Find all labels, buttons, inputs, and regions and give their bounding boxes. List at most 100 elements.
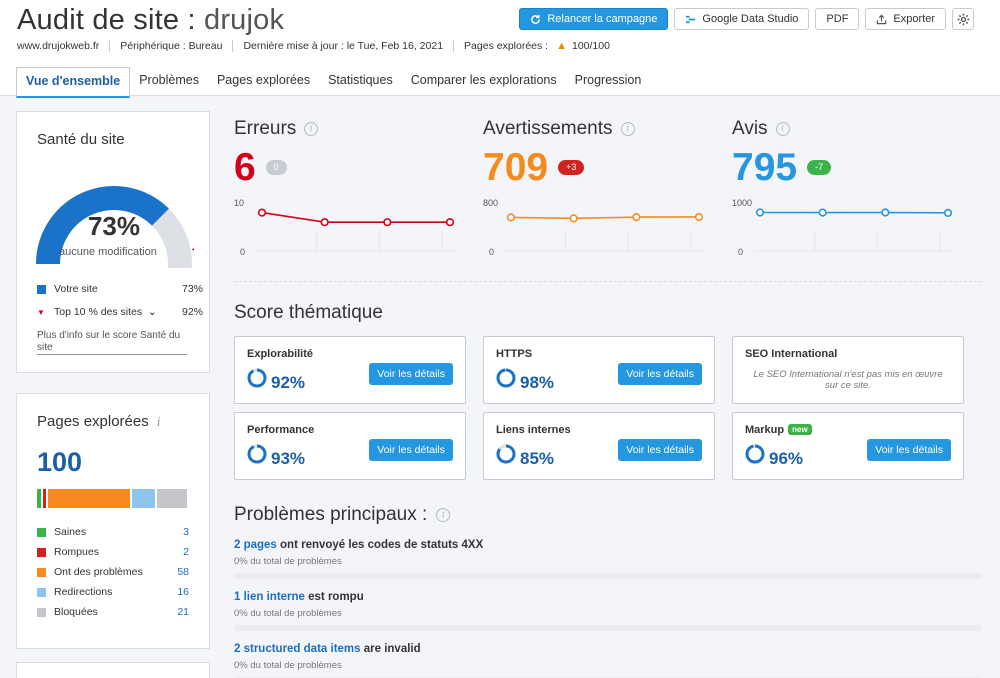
relaunch-label: Relancer la campagne — [547, 13, 658, 25]
card-title: HTTPS — [496, 348, 532, 360]
card-title: Liens internes — [496, 424, 571, 436]
metric-label: Erreurs i — [234, 118, 454, 140]
legend-label: Rompues — [54, 546, 99, 558]
export-button[interactable]: Exporter — [865, 8, 946, 30]
legend-swatch — [37, 587, 46, 597]
card-score: 93% — [271, 449, 306, 468]
trend-point[interactable] — [506, 213, 516, 222]
health-more-info-link[interactable]: Plus d'info sur le score Santé du site — [37, 330, 187, 355]
tab-compare-crawls[interactable]: Comparer les explorations — [410, 73, 557, 87]
refresh-icon — [531, 14, 541, 24]
chevron-down-icon[interactable]: ⌄ — [148, 306, 157, 318]
tab-issues[interactable]: Problèmes — [139, 73, 199, 87]
legend-count-link[interactable]: 3 — [183, 526, 189, 538]
crawled-total: 100 — [37, 447, 83, 477]
metric-change-badge: +3 — [558, 160, 585, 175]
view-details-button[interactable]: Voir les détails — [867, 439, 951, 461]
trend-point[interactable] — [755, 208, 765, 217]
metric-label: Avis i — [732, 118, 952, 140]
legend-count-link[interactable]: 58 — [177, 566, 189, 578]
domain-label: www.drujokweb.fr — [17, 40, 100, 52]
trend-point[interactable] — [943, 208, 953, 217]
trend-point[interactable] — [569, 214, 578, 223]
top-issues-title-text: Problèmes principaux : — [234, 504, 428, 525]
info-icon[interactable]: i — [156, 415, 161, 429]
stacked-bar-segment — [157, 489, 187, 508]
legend-swatch — [37, 527, 46, 537]
settings-button[interactable] — [952, 8, 974, 30]
pdf-button[interactable]: PDF — [815, 8, 860, 30]
meta-divider — [232, 40, 234, 52]
card-title-text: HTTPS — [496, 348, 533, 360]
info-icon[interactable]: i — [436, 508, 451, 522]
trend-point[interactable] — [320, 218, 329, 227]
trend-point[interactable] — [383, 218, 392, 227]
info-icon[interactable]: i — [775, 122, 790, 136]
legend-value: 92% — [181, 306, 203, 318]
legend-label: Top 10 % des sites — [54, 306, 143, 318]
crawled-pages-panel: Pages explorées i 100 Saines 3 Rompues 2 Ont… — [16, 393, 210, 649]
issue-link[interactable]: 2 structured data items — [234, 643, 361, 655]
legend-label: Saines — [54, 526, 87, 538]
trend-point[interactable] — [694, 212, 704, 222]
score-ring-icon — [247, 368, 267, 388]
tab-statistics[interactable]: Statistiques — [328, 73, 393, 87]
legend-count-link[interactable]: 2 — [183, 546, 189, 558]
trend-point[interactable] — [445, 218, 455, 227]
metric-value-row: 709 +3 — [483, 148, 703, 187]
card-title-text: SEO International — [745, 348, 838, 360]
legend-swatch — [37, 567, 46, 577]
warning-icon: ▲ — [556, 40, 567, 52]
issue-title: 1 lien interne est rompu — [234, 591, 982, 603]
issue-link[interactable]: 2 pages — [234, 539, 277, 551]
trend-point[interactable] — [632, 213, 641, 222]
y-axis-max-label: 800 — [483, 198, 498, 208]
legend-count-link[interactable]: 16 — [177, 586, 189, 598]
site-health-change: aucune modification — [59, 246, 157, 258]
card-title-text: Explorabilité — [247, 348, 314, 360]
meta-divider — [109, 40, 111, 52]
ring-fill — [496, 368, 516, 388]
relaunch-campaign-button[interactable]: Relancer la campagne — [519, 8, 669, 30]
main-tabs: Vue d'ensemble Problèmes Pages explorées… — [16, 67, 650, 98]
metric-trend-chart: 10 0 — [234, 198, 456, 257]
legend-label: Votre site — [54, 283, 98, 295]
metric-value[interactable]: 709 — [483, 146, 549, 189]
issue-title: 2 pages ont renvoyé les codes de statuts… — [234, 539, 982, 551]
crawled-legend-item: Ont des problèmes 58 — [37, 562, 189, 582]
view-details-button[interactable]: Voir les détails — [369, 439, 453, 461]
stacked-bar-segment — [132, 489, 156, 508]
view-details-button[interactable]: Voir les détails — [369, 363, 453, 385]
stacked-bar-segment — [48, 489, 131, 508]
metric-block: Avis i 795 -7 1000 0 — [732, 118, 954, 257]
tab-crawled-pages[interactable]: Pages explorées — [216, 73, 311, 87]
gear-icon — [957, 13, 969, 25]
metric-value[interactable]: 6 — [234, 146, 256, 189]
issue-share-bar — [234, 573, 982, 579]
issue-link[interactable]: 1 lien interne — [234, 591, 305, 603]
info-icon[interactable]: i — [304, 122, 319, 136]
crawled-legend-item: Rompues 2 — [37, 542, 189, 562]
view-details-button[interactable]: Voir les détails — [618, 363, 702, 385]
metric-value[interactable]: 795 — [732, 146, 798, 189]
your-site-swatch — [37, 284, 46, 294]
card-score: 96% — [769, 449, 804, 468]
tab-progress[interactable]: Progression — [574, 73, 642, 87]
card-title: Performance — [247, 424, 314, 436]
card-score: 92% — [271, 373, 306, 392]
pages-crawled-label: Pages explorées : — [464, 40, 549, 52]
card-title: Explorabilité — [247, 348, 313, 360]
trend-point[interactable] — [818, 208, 827, 217]
ring-fill — [247, 368, 267, 388]
trend-point[interactable] — [881, 208, 890, 217]
thematic-score-card: Markup new 96% Voir les détails — [732, 412, 964, 480]
issue-text: are invalid — [360, 643, 421, 655]
trend-point[interactable] — [257, 208, 267, 217]
google-data-studio-button[interactable]: Google Data Studio — [674, 8, 810, 30]
top-sites-marker — [191, 248, 194, 251]
site-health-gauge — [36, 186, 194, 268]
info-icon[interactable]: i — [620, 122, 635, 136]
view-details-button[interactable]: Voir les détails — [618, 439, 702, 461]
legend-count-link[interactable]: 21 — [177, 606, 189, 618]
tab-overview[interactable]: Vue d'ensemble — [16, 67, 131, 98]
